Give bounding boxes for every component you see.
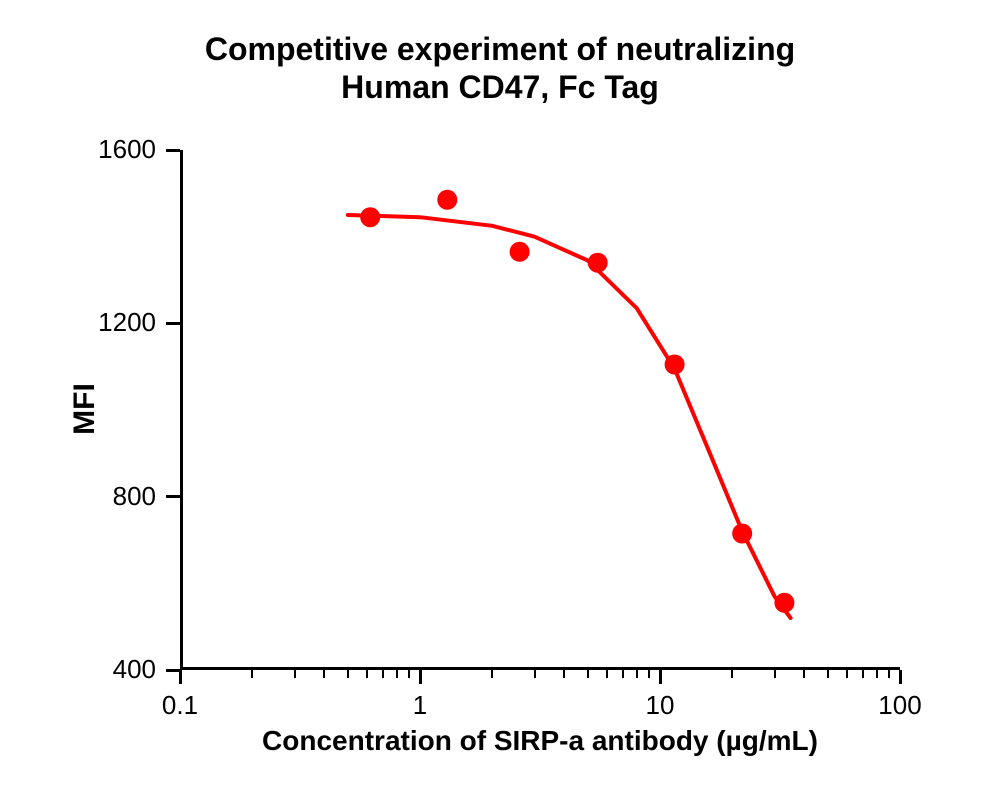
- x-tick-major: [899, 670, 902, 684]
- x-tick-minor: [862, 670, 864, 678]
- data-point: [732, 524, 752, 544]
- x-tick-minor: [888, 670, 890, 678]
- y-tick: [166, 322, 180, 325]
- y-tick: [166, 495, 180, 498]
- data-point: [510, 242, 530, 262]
- x-tick-minor: [636, 670, 638, 678]
- x-tick-label: 1: [370, 690, 470, 721]
- x-tick-minor: [491, 670, 493, 678]
- x-tick-minor: [323, 670, 325, 678]
- x-tick-minor: [876, 670, 878, 678]
- x-tick-minor: [803, 670, 805, 678]
- data-point: [360, 207, 380, 227]
- x-tick-minor: [587, 670, 589, 678]
- x-tick-minor: [846, 670, 848, 678]
- x-tick-minor: [648, 670, 650, 678]
- x-tick-label: 10: [610, 690, 710, 721]
- x-tick-minor: [408, 670, 410, 678]
- x-tick-minor: [382, 670, 384, 678]
- x-tick-label: 0.1: [130, 690, 230, 721]
- chart-container: BIOSYSTEMS Acro Competitive experiment o…: [0, 0, 1000, 809]
- x-tick-label: 100: [850, 690, 950, 721]
- x-tick-minor: [396, 670, 398, 678]
- x-tick-minor: [294, 670, 296, 678]
- y-tick-label: 1200: [76, 307, 156, 338]
- y-tick: [166, 149, 180, 152]
- y-tick-label: 400: [76, 654, 156, 685]
- series-curve: [0, 0, 1000, 809]
- fit-curve: [348, 215, 791, 618]
- x-tick-minor: [347, 670, 349, 678]
- x-tick-minor: [251, 670, 253, 678]
- x-tick-major: [419, 670, 422, 684]
- x-tick-minor: [563, 670, 565, 678]
- x-tick-minor: [366, 670, 368, 678]
- x-tick-minor: [774, 670, 776, 678]
- y-tick-label: 1600: [76, 134, 156, 165]
- x-tick-minor: [731, 670, 733, 678]
- x-tick-minor: [622, 670, 624, 678]
- data-point: [588, 253, 608, 273]
- x-tick-minor: [606, 670, 608, 678]
- data-point: [665, 355, 685, 375]
- data-point: [437, 190, 457, 210]
- x-tick-major: [179, 670, 182, 684]
- x-tick-major: [659, 670, 662, 684]
- x-tick-minor: [534, 670, 536, 678]
- x-tick-minor: [827, 670, 829, 678]
- data-point: [774, 593, 794, 613]
- y-tick-label: 800: [76, 481, 156, 512]
